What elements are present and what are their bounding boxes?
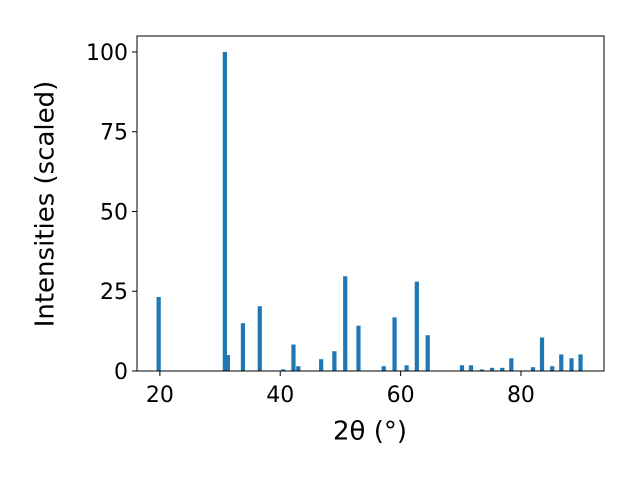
y-tick-label: 100	[86, 41, 128, 66]
bar	[509, 358, 514, 371]
y-tick-label: 75	[100, 121, 128, 146]
plot-area	[156, 51, 583, 371]
bar	[468, 365, 474, 371]
x-tick-label: 80	[507, 383, 535, 408]
bar	[291, 344, 296, 371]
x-tick-label: 20	[146, 383, 174, 408]
bar	[332, 351, 337, 371]
bar	[356, 325, 361, 371]
x-axis-label: 2θ (°)	[333, 417, 407, 447]
x-tick-label: 60	[387, 383, 415, 408]
bar	[222, 51, 227, 371]
bar	[296, 366, 301, 371]
bar	[530, 367, 536, 371]
bar	[281, 369, 286, 371]
bar	[404, 365, 409, 371]
bar	[569, 358, 574, 371]
bar	[343, 276, 348, 371]
bar	[225, 355, 230, 371]
y-tick-label: 25	[100, 280, 128, 305]
bar	[381, 366, 386, 371]
x-tick-label: 40	[266, 383, 294, 408]
bar	[414, 281, 419, 371]
bar	[489, 367, 495, 371]
y-tick-label: 50	[100, 200, 128, 225]
bar	[459, 365, 465, 371]
bar	[500, 367, 505, 371]
bar	[240, 323, 246, 371]
axes-frame	[136, 35, 605, 372]
bar	[578, 354, 583, 371]
bar	[257, 306, 262, 371]
bar	[392, 317, 397, 371]
bar	[550, 366, 555, 371]
bar	[156, 296, 161, 371]
bar	[559, 354, 564, 371]
y-tick-label: 0	[114, 360, 128, 385]
bar	[425, 335, 430, 371]
bar	[479, 369, 484, 371]
bar	[319, 359, 324, 371]
y-axis-label: Intensities (scaled)	[31, 81, 61, 328]
bar	[539, 337, 545, 371]
